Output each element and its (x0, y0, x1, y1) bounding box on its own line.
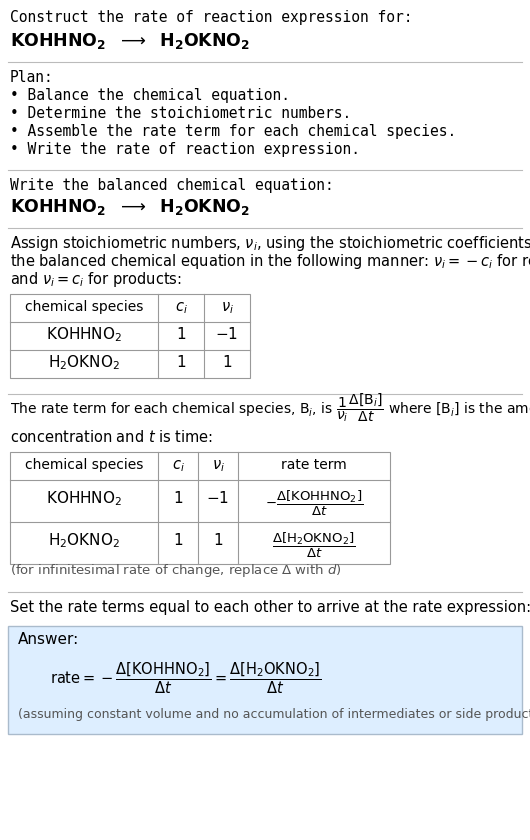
Text: $\nu_i$: $\nu_i$ (220, 300, 234, 316)
Text: (for infinitesimal rate of change, replace $\Delta$ with $d$): (for infinitesimal rate of change, repla… (10, 562, 342, 579)
Text: and $\nu_i = c_i$ for products:: and $\nu_i = c_i$ for products: (10, 270, 182, 289)
Text: $\nu_i$: $\nu_i$ (211, 458, 225, 474)
Text: 1: 1 (173, 533, 183, 548)
Text: 1: 1 (176, 327, 186, 342)
Text: Assign stoichiometric numbers, $\nu_i$, using the stoichiometric coefficients, $: Assign stoichiometric numbers, $\nu_i$, … (10, 234, 530, 253)
Text: 1: 1 (222, 355, 232, 370)
Text: Plan:: Plan: (10, 70, 54, 85)
Text: • Determine the stoichiometric numbers.: • Determine the stoichiometric numbers. (10, 106, 351, 121)
Text: $\mathrm{KOHHNO_2}$: $\mathrm{KOHHNO_2}$ (46, 325, 122, 344)
Text: (assuming constant volume and no accumulation of intermediates or side products): (assuming constant volume and no accumul… (18, 708, 530, 721)
Text: rate term: rate term (281, 458, 347, 472)
Text: $-1$: $-1$ (207, 490, 229, 506)
Text: $-1$: $-1$ (216, 326, 238, 342)
Text: 1: 1 (173, 491, 183, 506)
Text: $c_i$: $c_i$ (172, 458, 184, 474)
Text: 1: 1 (213, 533, 223, 548)
Bar (10, 452, 390, 564)
Text: chemical species: chemical species (25, 458, 143, 472)
Text: Write the balanced chemical equation:: Write the balanced chemical equation: (10, 178, 334, 193)
Bar (8, 626, 522, 734)
Text: the balanced chemical equation in the following manner: $\nu_i = -c_i$ for react: the balanced chemical equation in the fo… (10, 252, 530, 271)
Text: • Assemble the rate term for each chemical species.: • Assemble the rate term for each chemic… (10, 124, 456, 139)
Text: $\mathbf{KOHHNO_2}$  $\longrightarrow$  $\mathbf{H_2OKNO_2}$: $\mathbf{KOHHNO_2}$ $\longrightarrow$ $\… (10, 197, 250, 217)
Text: chemical species: chemical species (25, 300, 143, 314)
Text: $-\dfrac{\Delta[\mathrm{KOHHNO_2}]}{\Delta t}$: $-\dfrac{\Delta[\mathrm{KOHHNO_2}]}{\Del… (265, 488, 363, 517)
Text: $c_i$: $c_i$ (174, 300, 188, 316)
Text: The rate term for each chemical species, $\mathrm{B}_i$, is $\dfrac{1}{\nu_i}\df: The rate term for each chemical species,… (10, 391, 530, 424)
Text: $\mathrm{KOHHNO_2}$: $\mathrm{KOHHNO_2}$ (46, 489, 122, 507)
Text: • Balance the chemical equation.: • Balance the chemical equation. (10, 88, 290, 103)
Text: Set the rate terms equal to each other to arrive at the rate expression:: Set the rate terms equal to each other t… (10, 600, 530, 615)
Text: $\mathbf{KOHHNO_2}$  $\longrightarrow$  $\mathbf{H_2OKNO_2}$: $\mathbf{KOHHNO_2}$ $\longrightarrow$ $\… (10, 31, 250, 51)
Text: $\dfrac{\Delta[\mathrm{H_2OKNO_2}]}{\Delta t}$: $\dfrac{\Delta[\mathrm{H_2OKNO_2}]}{\Del… (272, 530, 356, 559)
Text: • Write the rate of reaction expression.: • Write the rate of reaction expression. (10, 142, 360, 157)
Bar (10, 294, 250, 378)
Text: Answer:: Answer: (18, 632, 80, 647)
Text: 1: 1 (176, 355, 186, 370)
Text: $\mathrm{rate} = -\dfrac{\Delta[\mathrm{KOHHNO_2}]}{\Delta t} = \dfrac{\Delta[\m: $\mathrm{rate} = -\dfrac{\Delta[\mathrm{… (50, 660, 322, 696)
Text: Construct the rate of reaction expression for:: Construct the rate of reaction expressio… (10, 10, 412, 25)
Text: concentration and $t$ is time:: concentration and $t$ is time: (10, 429, 213, 445)
Text: $\mathrm{H_2OKNO_2}$: $\mathrm{H_2OKNO_2}$ (48, 531, 120, 549)
Text: $\mathrm{H_2OKNO_2}$: $\mathrm{H_2OKNO_2}$ (48, 353, 120, 371)
